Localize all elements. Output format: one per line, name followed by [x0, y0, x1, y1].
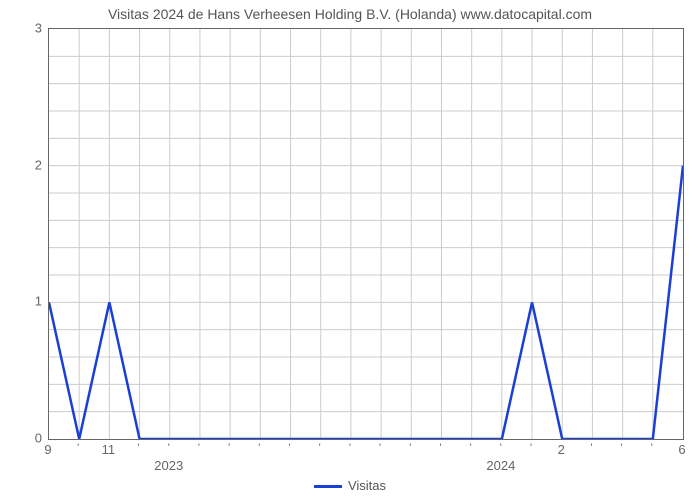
legend: Visitas [0, 478, 700, 493]
y-tick-label: 2 [12, 157, 42, 172]
y-tick-label: 0 [12, 431, 42, 446]
x-tick-label: 6 [678, 442, 685, 457]
x-tick-minor: ' [590, 442, 592, 454]
x-tick-label: 2 [558, 442, 565, 457]
legend-label: Visitas [348, 478, 386, 493]
x-tick-minor: ' [621, 442, 623, 454]
x-tick-minor: ' [530, 442, 532, 454]
x-tick-minor: ' [379, 442, 381, 454]
legend-swatch [314, 485, 342, 488]
plot-area [48, 28, 684, 440]
x-tick-minor: ' [288, 442, 290, 454]
x-tick-minor: ' [439, 442, 441, 454]
x-tick-minor: ' [409, 442, 411, 454]
chart-container: Visitas 2024 de Hans Verheesen Holding B… [0, 0, 700, 500]
x-tick-minor: ' [500, 442, 502, 454]
data-line [49, 29, 683, 439]
y-tick-label: 3 [12, 21, 42, 36]
x-year-label: 2023 [154, 458, 183, 473]
chart-title: Visitas 2024 de Hans Verheesen Holding B… [0, 6, 700, 22]
x-tick-minor: ' [198, 442, 200, 454]
x-tick-label: 9 [44, 442, 51, 457]
x-tick-minor: ' [258, 442, 260, 454]
x-tick-minor: ' [651, 442, 653, 454]
x-tick-minor: ' [138, 442, 140, 454]
x-tick-minor: ' [349, 442, 351, 454]
x-tick-minor: ' [77, 442, 79, 454]
y-tick-label: 1 [12, 294, 42, 309]
x-year-label: 2024 [486, 458, 515, 473]
x-tick-minor: ' [470, 442, 472, 454]
x-tick-minor: ' [319, 442, 321, 454]
x-tick-label: 11 [102, 442, 116, 457]
x-tick-minor: ' [228, 442, 230, 454]
x-tick-minor: ' [168, 442, 170, 454]
